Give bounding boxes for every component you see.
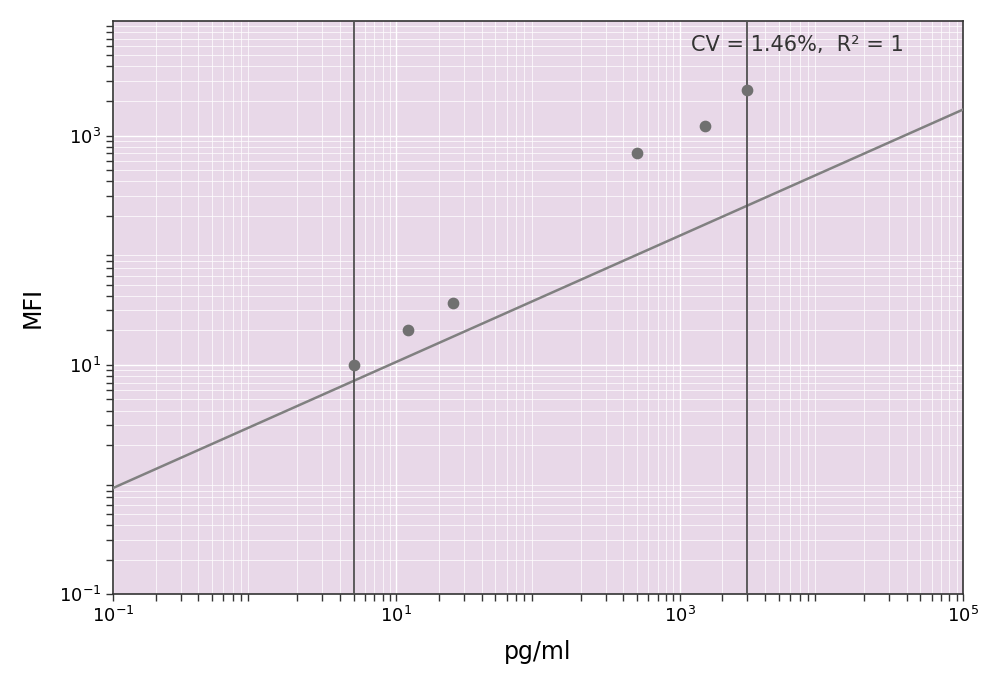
Y-axis label: MFI: MFI [21, 287, 45, 328]
Point [445, 297, 461, 308]
Point [346, 360, 362, 371]
Point [739, 84, 755, 95]
X-axis label: pg/ml: pg/ml [504, 640, 572, 664]
Point [400, 325, 416, 336]
Text: CV = 1.46%,  R² = 1: CV = 1.46%, R² = 1 [691, 35, 904, 55]
Point [629, 148, 645, 159]
Point [697, 121, 713, 132]
